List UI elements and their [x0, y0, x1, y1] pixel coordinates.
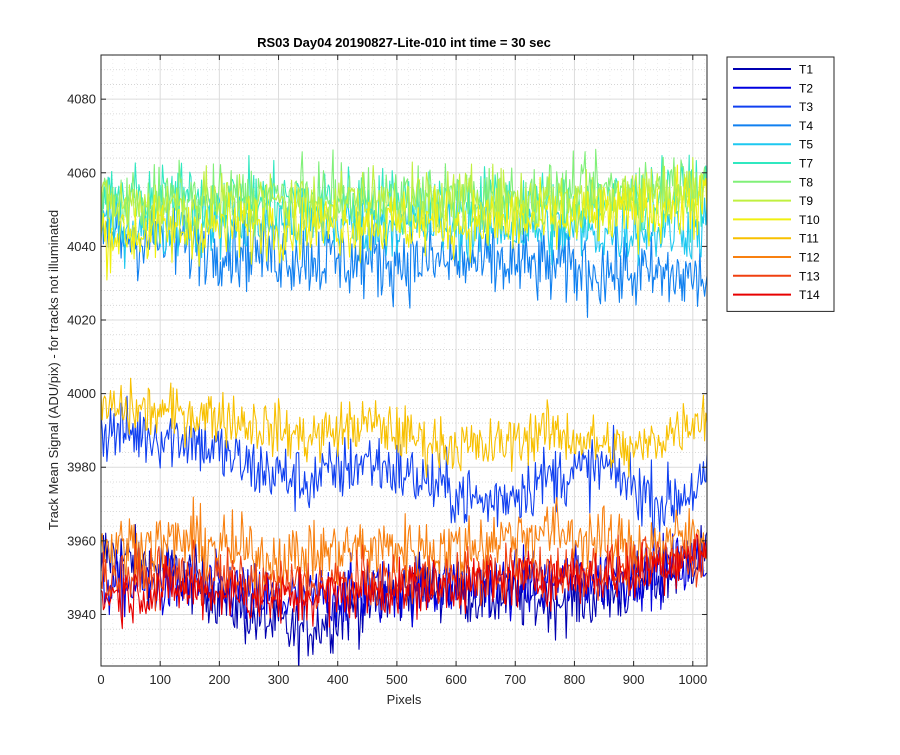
series-line-T11 [101, 377, 707, 478]
y-tick-label: 3960 [67, 533, 96, 548]
y-tick-label: 4000 [67, 386, 96, 401]
series-line-T14 [101, 533, 707, 630]
series-line-T12 [101, 496, 707, 599]
legend-label-T12: T12 [799, 251, 820, 265]
x-tick-label: 700 [504, 672, 526, 687]
plot-border [100, 54, 708, 667]
legend-label-T4: T4 [799, 119, 813, 133]
x-tick-label: 200 [209, 672, 231, 687]
y-tick-label: 4040 [67, 239, 96, 254]
y-axis-label: Track Mean Signal (ADU/pix) - for tracks… [46, 210, 61, 530]
x-tick-label: 100 [149, 672, 171, 687]
legend-label-T14: T14 [799, 288, 820, 302]
y-axis: 3940 3960 3980 4000 4020 4040 4060 4080 [67, 92, 707, 622]
legend-label-T2: T2 [799, 81, 813, 95]
legend-label-T7: T7 [799, 157, 813, 171]
x-tick-label: 1000 [678, 672, 707, 687]
x-tick-label: 500 [386, 672, 408, 687]
x-axis-label: Pixels [387, 692, 422, 707]
series-line-T3 [101, 395, 707, 541]
x-tick-label: 300 [268, 672, 290, 687]
legend-label-T5: T5 [799, 138, 813, 152]
y-tick-label: 4080 [67, 92, 96, 107]
legend: T1 T2 T3 T4 T5 T7 T8 T9 T10 T11 T12 T13 T14 [726, 56, 835, 312]
legend-box [726, 56, 835, 312]
x-axis: 0 100 200 300 400 500 600 700 800 900 1000 [97, 55, 707, 687]
legend-label-T13: T13 [799, 269, 820, 283]
legend-label-T3: T3 [799, 100, 813, 114]
x-tick-label: 600 [445, 672, 467, 687]
y-tick-label: 4020 [67, 313, 96, 328]
legend-label-T11: T11 [799, 232, 819, 246]
legend-label-T10: T10 [799, 213, 820, 227]
legend-label-T8: T8 [799, 175, 813, 189]
series-line-T10 [101, 164, 707, 281]
y-tick-label: 4060 [67, 165, 96, 180]
x-tick-label: 0 [97, 672, 104, 687]
legend-label-T1: T1 [799, 63, 813, 77]
x-tick-label: 800 [564, 672, 586, 687]
series-group [101, 148, 707, 666]
legend-label-T9: T9 [799, 194, 813, 208]
x-tick-label: 400 [327, 672, 349, 687]
y-tick-label: 3940 [67, 607, 96, 622]
y-tick-label: 3980 [67, 460, 96, 475]
plot-area: 0 100 200 300 400 500 600 700 800 900 1000 3940 396… [67, 54, 708, 687]
chart-title: RS03 Day04 20190827-Lite-010 int time = … [257, 35, 551, 50]
x-tick-label: 900 [623, 672, 645, 687]
